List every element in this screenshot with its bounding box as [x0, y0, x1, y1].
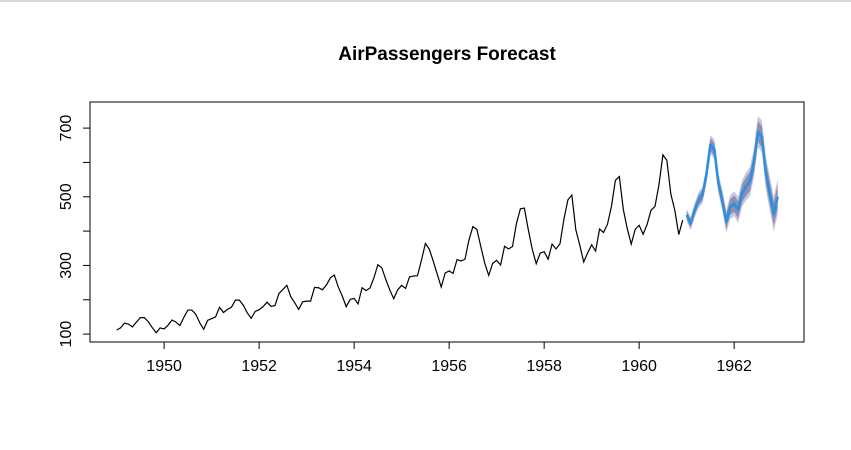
y-tick-label: 100	[58, 321, 75, 348]
band-80	[686, 121, 778, 230]
y-tick-label: 500	[58, 183, 75, 210]
prediction-intervals	[686, 116, 778, 233]
y-axis: 100 300 500 700	[58, 115, 90, 348]
y-tick-label: 700	[58, 115, 75, 142]
x-tick-label: 1954	[336, 358, 372, 375]
x-tick-label: 1958	[526, 358, 562, 375]
chart-title: AirPassengers Forecast	[338, 44, 556, 65]
x-tick-label: 1950	[146, 358, 182, 375]
x-tick-label: 1956	[431, 358, 467, 375]
band-95	[686, 116, 778, 233]
x-axis: 1950 1952 1954 1956 1958 1960 1962	[146, 342, 752, 375]
x-tick-label: 1960	[621, 358, 657, 375]
x-tick-label: 1952	[241, 358, 277, 375]
forecast-line	[685, 130, 779, 225]
y-tick-label: 300	[58, 252, 75, 279]
series-lines	[116, 130, 779, 334]
plot-box	[89, 101, 805, 343]
x-tick-label: 1962	[716, 358, 752, 375]
history-line	[116, 153, 684, 334]
